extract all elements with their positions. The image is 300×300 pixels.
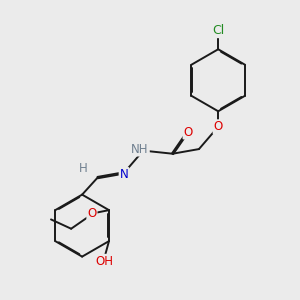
Text: NH: NH bbox=[131, 142, 149, 156]
Text: OH: OH bbox=[95, 255, 113, 268]
Text: H: H bbox=[79, 162, 88, 175]
Text: O: O bbox=[214, 120, 223, 133]
Text: Cl: Cl bbox=[212, 24, 224, 37]
Text: N: N bbox=[120, 168, 128, 181]
Text: O: O bbox=[87, 207, 97, 220]
Text: O: O bbox=[184, 125, 193, 139]
